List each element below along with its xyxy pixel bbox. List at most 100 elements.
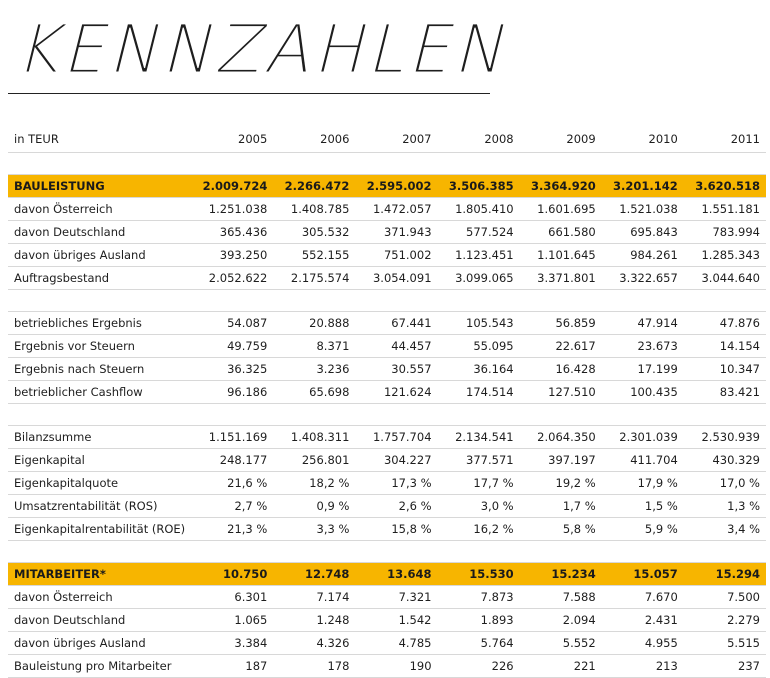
cell: 3.044.640 bbox=[683, 266, 766, 290]
cell: 365.436 bbox=[191, 220, 274, 244]
row-label: Ergebnis vor Steuern bbox=[8, 334, 192, 358]
year-header: 2010 bbox=[601, 126, 684, 153]
cell: 2.064.350 bbox=[519, 425, 602, 449]
cell: 3.384 bbox=[191, 631, 274, 655]
cell: 17,0 % bbox=[683, 471, 766, 495]
cell: 19,2 % bbox=[519, 471, 602, 495]
row-label: davon Österreich bbox=[8, 197, 192, 221]
cell: 2.134.541 bbox=[437, 425, 520, 449]
cell: 2.266.472 bbox=[273, 174, 356, 198]
cell: 577.524 bbox=[437, 220, 520, 244]
highlight-row-bauleistung: BAULEISTUNG 2.009.724 2.266.472 2.595.00… bbox=[8, 174, 766, 198]
cell: 4.785 bbox=[355, 631, 438, 655]
cell: 393.250 bbox=[191, 243, 274, 267]
cell: 3.506.385 bbox=[437, 174, 520, 198]
cell: 0,9 % bbox=[273, 494, 356, 518]
cell: 127.510 bbox=[519, 380, 602, 404]
cell: 1.101.645 bbox=[519, 243, 602, 267]
cell: 5.552 bbox=[519, 631, 602, 655]
cell: 3,3 % bbox=[273, 517, 356, 541]
year-header: 2006 bbox=[273, 126, 356, 153]
cell: 1.757.704 bbox=[355, 425, 438, 449]
row-label: BAULEISTUNG bbox=[8, 174, 192, 198]
cell: 4.955 bbox=[601, 631, 684, 655]
row-label: Auftragsbestand bbox=[8, 266, 192, 290]
cell: 65.698 bbox=[273, 380, 356, 404]
cell: 7.321 bbox=[355, 585, 438, 609]
cell: 12.748 bbox=[273, 562, 356, 586]
cell: 17.199 bbox=[601, 357, 684, 381]
cell: 20.888 bbox=[273, 311, 356, 335]
row-label: davon übriges Ausland bbox=[8, 243, 192, 267]
cell: 783.994 bbox=[683, 220, 766, 244]
cell: 1.601.695 bbox=[519, 197, 602, 221]
year-header: 2009 bbox=[519, 126, 602, 153]
cell: 3.054.091 bbox=[355, 266, 438, 290]
cell: 174.514 bbox=[437, 380, 520, 404]
cell: 10.347 bbox=[683, 357, 766, 381]
cell: 2,7 % bbox=[191, 494, 274, 518]
cell: 2.009.724 bbox=[191, 174, 274, 198]
cell: 121.624 bbox=[355, 380, 438, 404]
cell: 23.673 bbox=[601, 334, 684, 358]
cell: 430.329 bbox=[683, 448, 766, 472]
cell: 21,6 % bbox=[191, 471, 274, 495]
cell: 47.914 bbox=[601, 311, 684, 335]
row-label: davon Österreich bbox=[8, 585, 192, 609]
cell: 2.052.622 bbox=[191, 266, 274, 290]
unit-label: in TEUR bbox=[8, 126, 192, 153]
cell: 3,0 % bbox=[437, 494, 520, 518]
cell: 83.421 bbox=[683, 380, 766, 404]
cell: 1.285.343 bbox=[683, 243, 766, 267]
cell: 7.174 bbox=[273, 585, 356, 609]
cell: 1.408.785 bbox=[273, 197, 356, 221]
cell: 3.620.518 bbox=[683, 174, 766, 198]
title-underline bbox=[8, 93, 490, 94]
cell: 15.530 bbox=[437, 562, 520, 586]
table-row: Eigenkapitalquote 21,6 % 18,2 % 17,3 % 1… bbox=[8, 471, 766, 495]
cell: 984.261 bbox=[601, 243, 684, 267]
cell: 7.500 bbox=[683, 585, 766, 609]
year-header: 2007 bbox=[355, 126, 438, 153]
cell: 305.532 bbox=[273, 220, 356, 244]
table-row: betriebliches Ergebnis 54.087 20.888 67.… bbox=[8, 311, 766, 335]
cell: 661.580 bbox=[519, 220, 602, 244]
cell: 3.236 bbox=[273, 357, 356, 381]
cell: 2.301.039 bbox=[601, 425, 684, 449]
cell: 377.571 bbox=[437, 448, 520, 472]
row-label: davon Deutschland bbox=[8, 608, 192, 632]
table-row: davon Österreich 6.301 7.174 7.321 7.873… bbox=[8, 585, 766, 609]
cell: 2.530.939 bbox=[683, 425, 766, 449]
cell: 54.087 bbox=[191, 311, 274, 335]
key-figures-table: in TEUR 2005 2006 2007 2008 2009 2010 20… bbox=[8, 126, 766, 678]
year-header: 2005 bbox=[191, 126, 274, 153]
row-label: Eigenkapitalrentabilität (ROE) bbox=[8, 517, 192, 541]
cell: 552.155 bbox=[273, 243, 356, 267]
cell: 7.873 bbox=[437, 585, 520, 609]
row-label: davon Deutschland bbox=[8, 220, 192, 244]
cell: 1.251.038 bbox=[191, 197, 274, 221]
cell: 2.279 bbox=[683, 608, 766, 632]
table-row: davon übriges Ausland 3.384 4.326 4.785 … bbox=[8, 631, 766, 655]
cell: 2.094 bbox=[519, 608, 602, 632]
cell: 4.326 bbox=[273, 631, 356, 655]
cell: 47.876 bbox=[683, 311, 766, 335]
cell: 15.294 bbox=[683, 562, 766, 586]
spacer-row bbox=[8, 289, 766, 312]
cell: 16,2 % bbox=[437, 517, 520, 541]
cell: 8.371 bbox=[273, 334, 356, 358]
cell: 17,7 % bbox=[437, 471, 520, 495]
year-header: 2008 bbox=[437, 126, 520, 153]
cell: 21,3 % bbox=[191, 517, 274, 541]
cell: 3.371.801 bbox=[519, 266, 602, 290]
cell: 36.325 bbox=[191, 357, 274, 381]
cell: 6.301 bbox=[191, 585, 274, 609]
cell: 1.408.311 bbox=[273, 425, 356, 449]
cell: 55.095 bbox=[437, 334, 520, 358]
cell: 7.588 bbox=[519, 585, 602, 609]
cell: 15.234 bbox=[519, 562, 602, 586]
cell: 105.543 bbox=[437, 311, 520, 335]
year-header-row: in TEUR 2005 2006 2007 2008 2009 2010 20… bbox=[8, 126, 766, 153]
cell: 1.542 bbox=[355, 608, 438, 632]
table-row: davon Deutschland 365.436 305.532 371.94… bbox=[8, 220, 766, 244]
